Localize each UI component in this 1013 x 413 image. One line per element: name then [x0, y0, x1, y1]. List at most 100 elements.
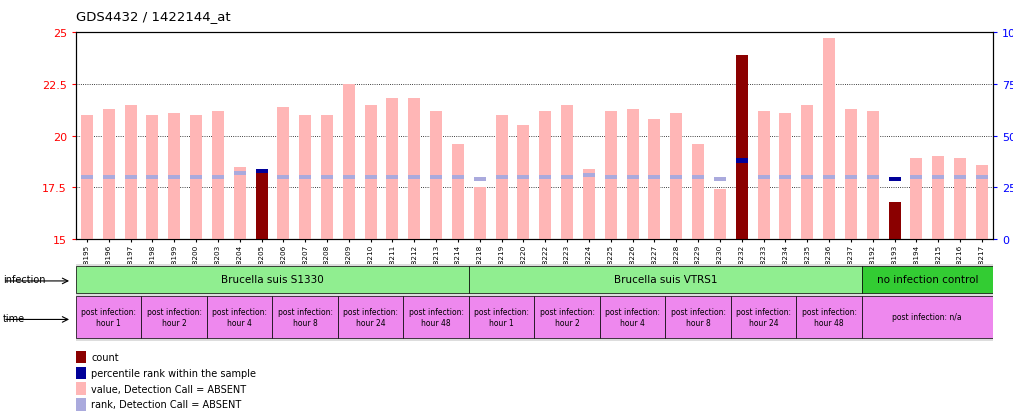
Bar: [207, 297, 272, 339]
Bar: [146, 175, 158, 180]
Bar: [714, 178, 726, 182]
Text: value, Detection Call = ABSENT: value, Detection Call = ABSENT: [91, 384, 246, 394]
Text: post infection:
hour 8: post infection: hour 8: [278, 307, 332, 327]
Bar: [600, 297, 666, 339]
Bar: [582, 173, 595, 178]
Bar: [867, 175, 878, 180]
Text: GDS4432 / 1422144_at: GDS4432 / 1422144_at: [76, 10, 231, 23]
Bar: [801, 175, 813, 180]
Bar: [823, 175, 835, 180]
Bar: [474, 178, 486, 182]
Bar: [867, 112, 878, 240]
Bar: [518, 175, 530, 180]
Bar: [976, 165, 988, 240]
Bar: [431, 112, 442, 240]
Bar: [234, 171, 246, 176]
Bar: [342, 85, 355, 240]
Bar: [845, 175, 857, 180]
Bar: [76, 266, 469, 294]
Bar: [911, 175, 923, 180]
Bar: [234, 167, 246, 240]
Text: no infection control: no infection control: [876, 275, 978, 285]
Bar: [495, 116, 508, 240]
Bar: [469, 266, 862, 294]
Bar: [190, 175, 202, 180]
Bar: [518, 126, 530, 240]
Bar: [539, 112, 551, 240]
Bar: [758, 112, 770, 240]
Bar: [735, 56, 748, 240]
Text: Brucella suis VTRS1: Brucella suis VTRS1: [614, 275, 717, 285]
Bar: [168, 175, 180, 180]
Bar: [387, 175, 398, 180]
Bar: [714, 190, 726, 240]
Bar: [801, 105, 813, 240]
Bar: [730, 297, 796, 339]
Bar: [495, 175, 508, 180]
Bar: [212, 112, 224, 240]
Bar: [255, 169, 267, 173]
Bar: [648, 120, 660, 240]
Text: count: count: [91, 352, 119, 362]
Bar: [125, 175, 137, 180]
Bar: [758, 175, 770, 180]
Bar: [299, 116, 311, 240]
Bar: [408, 175, 420, 180]
Bar: [779, 175, 791, 180]
Bar: [561, 175, 573, 180]
Bar: [81, 175, 93, 180]
Bar: [954, 159, 966, 240]
Bar: [888, 202, 901, 240]
Bar: [605, 175, 617, 180]
Bar: [255, 169, 267, 240]
Bar: [888, 178, 901, 182]
Text: post infection:
hour 48: post infection: hour 48: [801, 307, 857, 327]
Bar: [408, 99, 420, 240]
Bar: [976, 175, 988, 180]
Bar: [862, 297, 993, 339]
Bar: [692, 145, 704, 240]
Bar: [452, 175, 464, 180]
Bar: [535, 297, 600, 339]
Bar: [735, 159, 748, 163]
Text: post infection:
hour 1: post infection: hour 1: [474, 307, 529, 327]
Bar: [102, 109, 114, 240]
Bar: [452, 145, 464, 240]
Bar: [779, 114, 791, 240]
Bar: [342, 175, 355, 180]
Bar: [627, 109, 638, 240]
Text: rank, Detection Call = ABSENT: rank, Detection Call = ABSENT: [91, 399, 241, 409]
Bar: [190, 116, 202, 240]
Bar: [365, 175, 377, 180]
Text: post infection:
hour 8: post infection: hour 8: [671, 307, 725, 327]
Text: post infection:
hour 24: post infection: hour 24: [343, 307, 398, 327]
Bar: [671, 114, 682, 240]
Bar: [627, 175, 638, 180]
Text: post infection:
hour 4: post infection: hour 4: [212, 307, 267, 327]
Text: infection: infection: [3, 275, 46, 285]
Text: post infection:
hour 2: post infection: hour 2: [147, 307, 202, 327]
Bar: [146, 116, 158, 240]
Bar: [168, 114, 180, 240]
Text: post infection:
hour 1: post infection: hour 1: [81, 307, 136, 327]
Bar: [666, 297, 730, 339]
Bar: [431, 175, 442, 180]
Text: post infection:
hour 24: post infection: hour 24: [736, 307, 791, 327]
Bar: [365, 105, 377, 240]
Bar: [469, 297, 535, 339]
Text: time: time: [3, 313, 25, 323]
Bar: [648, 175, 660, 180]
Bar: [102, 175, 114, 180]
Bar: [387, 99, 398, 240]
Bar: [278, 175, 290, 180]
Bar: [605, 112, 617, 240]
Bar: [299, 175, 311, 180]
Bar: [796, 297, 862, 339]
Bar: [823, 39, 835, 240]
Bar: [561, 105, 573, 240]
Bar: [278, 107, 290, 240]
Bar: [932, 175, 944, 180]
Bar: [321, 116, 333, 240]
Bar: [338, 297, 403, 339]
Text: percentile rank within the sample: percentile rank within the sample: [91, 368, 256, 378]
